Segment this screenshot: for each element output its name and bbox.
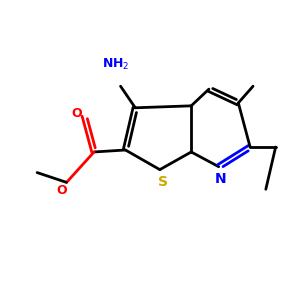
Text: methyl: methyl bbox=[29, 171, 34, 172]
Text: S: S bbox=[158, 176, 168, 189]
Text: O: O bbox=[56, 184, 67, 197]
Text: O: O bbox=[71, 107, 82, 120]
Text: N: N bbox=[215, 172, 226, 186]
Text: NH$_2$: NH$_2$ bbox=[102, 57, 129, 73]
